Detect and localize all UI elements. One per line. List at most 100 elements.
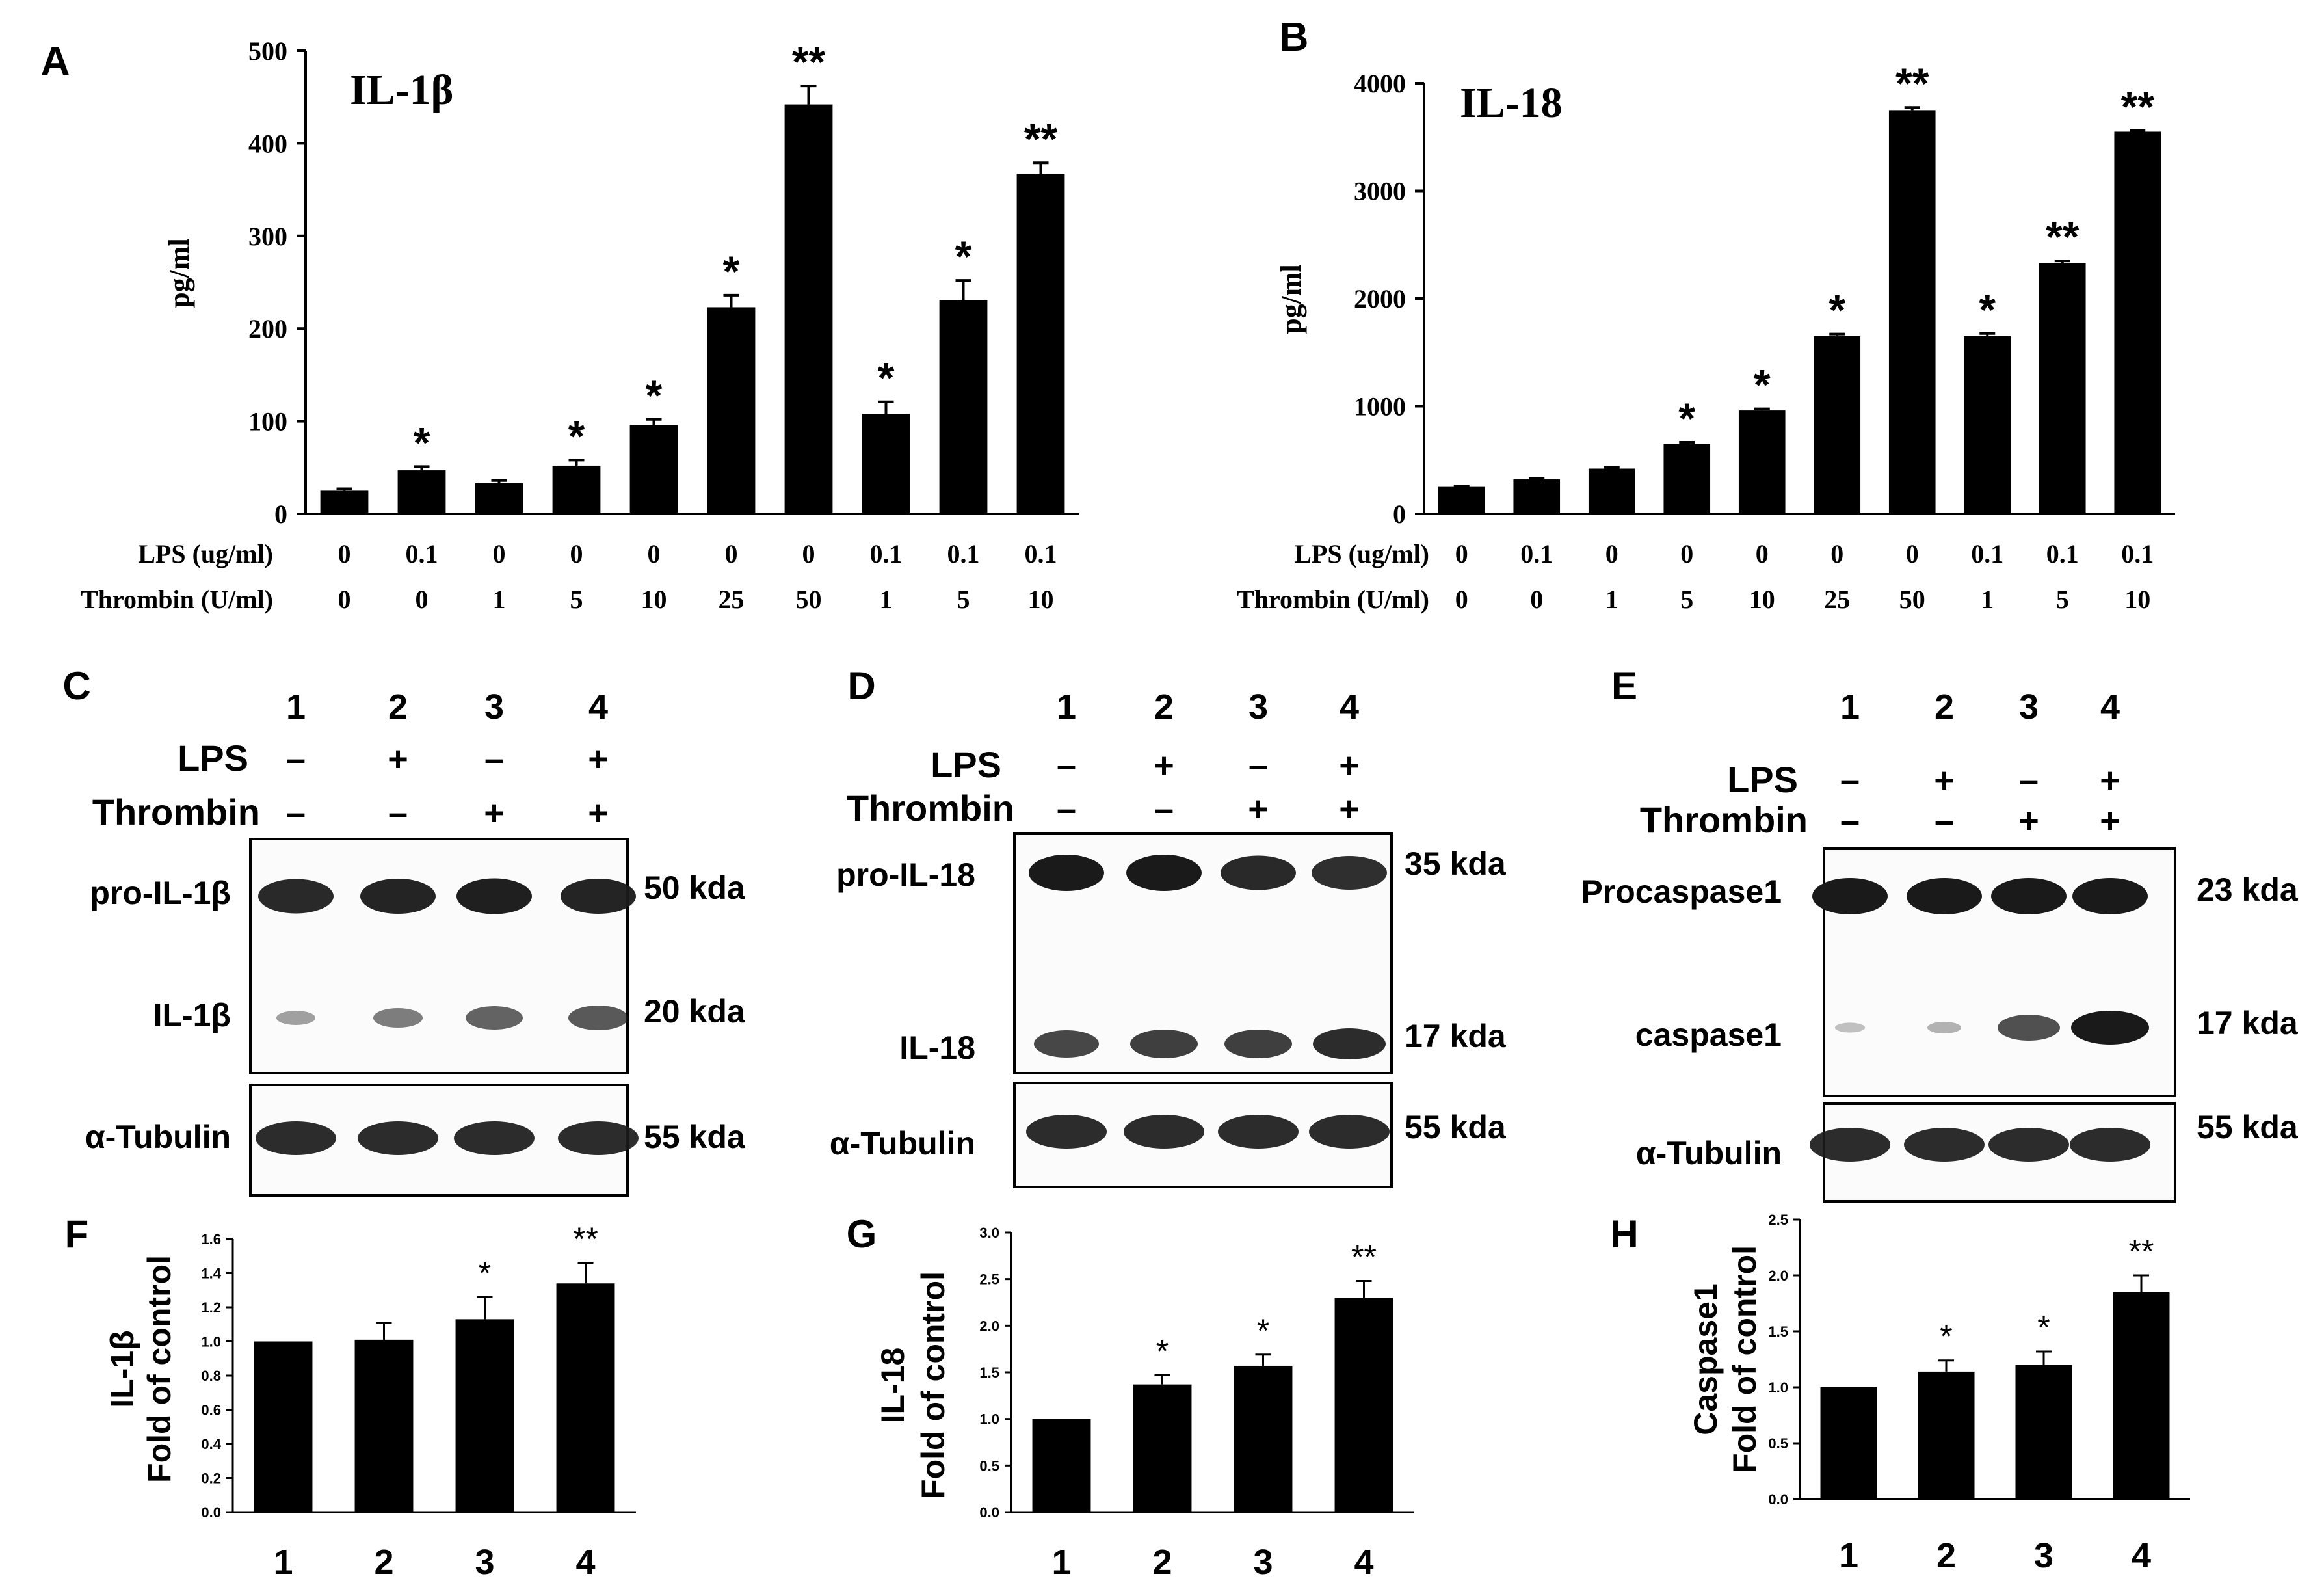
- thrombin-value: 10: [2124, 585, 2150, 614]
- lane-number: 1: [1840, 687, 1860, 726]
- thrombin-value: 25: [1824, 585, 1850, 614]
- significance-mark: *: [723, 247, 740, 295]
- bar: [1016, 174, 1065, 514]
- x-tick-label: 1: [1051, 1543, 1071, 1582]
- panel-letter: B: [1280, 15, 1309, 60]
- thrombin-value: 1: [880, 585, 893, 614]
- lps-row-label: LPS (ug/ml): [1294, 539, 1429, 568]
- tubulin-band: [454, 1121, 535, 1155]
- bar: [1738, 410, 1786, 514]
- significance-mark: **: [2046, 213, 2080, 261]
- thrombin-value: 5: [570, 585, 583, 614]
- significance-mark: *: [1829, 286, 1845, 334]
- x-tick-label: 4: [1354, 1543, 1373, 1582]
- significance-mark: **: [2121, 83, 2155, 131]
- thrombin-value: 5: [1680, 585, 1693, 614]
- thrombin-value: 5: [2056, 585, 2069, 614]
- lps-value: 0: [493, 539, 506, 568]
- band-label: pro-IL-1β: [90, 875, 231, 911]
- panel-letter: G: [847, 1212, 877, 1256]
- bar: [1438, 486, 1485, 514]
- thrombin-label: Thrombin: [847, 788, 1014, 829]
- lps-value: 0: [338, 539, 351, 568]
- lps-value: 0.1: [1520, 539, 1553, 568]
- thrombin-sign: +: [1339, 790, 1360, 829]
- tubulin-band: [1904, 1128, 1985, 1162]
- bar: [784, 104, 833, 514]
- protein-band: [373, 1008, 423, 1028]
- bar: [2015, 1365, 2072, 1499]
- y-tick-label: 0.4: [201, 1436, 221, 1452]
- bar: [2039, 263, 2086, 514]
- lane-number: 2: [388, 687, 408, 726]
- y-tick-label: 4000: [1354, 69, 1406, 98]
- y-tick-label: 0.0: [1768, 1491, 1788, 1508]
- molecular-weight: 17 kda: [2197, 1005, 2299, 1041]
- panel-h-chart: H Caspase1 Fold of control 0.0 0.5 1.0 1.5 2.0 2…: [1610, 1212, 2190, 1575]
- tubulin-band: [2070, 1128, 2150, 1162]
- x-tick-label: 2: [374, 1543, 393, 1582]
- significance-mark: **: [792, 38, 826, 86]
- x-tick-label: 1: [1839, 1536, 1858, 1575]
- lps-value: 0.1: [2046, 539, 2079, 568]
- bar: [629, 425, 678, 514]
- protein-band: [1834, 1022, 1866, 1033]
- thrombin-sign: +: [1248, 790, 1269, 829]
- lps-sign: –: [484, 739, 504, 779]
- significance-mark: **: [1024, 114, 1058, 163]
- protein-band: [2072, 878, 2148, 914]
- lane-number: 4: [1340, 687, 1359, 726]
- thrombin-value: 50: [796, 585, 822, 614]
- x-tick-label: 3: [1253, 1543, 1273, 1582]
- thrombin-sign: +: [484, 793, 505, 832]
- thrombin-value: 5: [957, 585, 970, 614]
- bar: [1663, 444, 1711, 514]
- y-axis-label: Fold of control: [141, 1255, 178, 1483]
- thrombin-sign: +: [588, 793, 609, 832]
- band-label: pro-IL-18: [836, 857, 975, 893]
- thrombin-value: 25: [719, 585, 745, 614]
- panel-a-chart: AIL-1βpg/ml010020030040050000*0.1001*05*…: [41, 36, 1079, 614]
- protein-band: [1313, 1028, 1386, 1059]
- tubulin-band: [1810, 1128, 1890, 1162]
- thrombin-value: 0: [1530, 585, 1543, 614]
- y-tick-label: 0.2: [201, 1471, 221, 1487]
- lps-sign: –: [286, 739, 306, 779]
- y-tick-label: 2.5: [1768, 1212, 1788, 1228]
- tubulin-band: [1988, 1128, 2069, 1162]
- panel-letter: C: [62, 664, 90, 708]
- chart-title: IL-18: [1460, 79, 1563, 127]
- protein-band: [258, 879, 334, 914]
- lps-value: 0.1: [406, 539, 438, 568]
- y-tick-label: 300: [248, 222, 287, 251]
- bar: [1588, 468, 1635, 514]
- thrombin-value: 0: [416, 585, 429, 614]
- significance-mark: *: [1156, 1333, 1169, 1369]
- molecular-weight: 50 kda: [644, 870, 746, 906]
- tubulin-band: [1218, 1115, 1299, 1149]
- significance-mark: *: [479, 1255, 491, 1291]
- protein-band: [568, 1006, 628, 1030]
- molecular-weight: 17 kda: [1405, 1018, 1507, 1054]
- significance-mark: *: [1979, 286, 1996, 334]
- bar: [1133, 1384, 1192, 1512]
- thrombin-sign: –: [388, 793, 408, 832]
- thrombin-value: 0: [338, 585, 351, 614]
- x-tick-label: 4: [2132, 1536, 2151, 1575]
- bar: [1820, 1387, 1877, 1499]
- significance-mark: *: [568, 412, 585, 460]
- y-tick-label: 0.5: [979, 1458, 999, 1474]
- protein-band: [1126, 855, 1202, 891]
- protein-band: [1907, 878, 1982, 914]
- lane-number: 3: [1248, 687, 1268, 726]
- y-axis-label: Fold of control: [915, 1272, 951, 1499]
- significance-mark: **: [573, 1221, 598, 1257]
- thrombin-value: 10: [641, 585, 667, 614]
- lps-sign: +: [588, 739, 609, 779]
- significance-mark: *: [955, 232, 972, 280]
- panel-letter: H: [1610, 1212, 1638, 1256]
- bar: [1513, 479, 1561, 514]
- protein-band: [561, 879, 636, 914]
- protein-band: [1130, 1030, 1198, 1058]
- y-axis-label: IL-18: [875, 1348, 911, 1424]
